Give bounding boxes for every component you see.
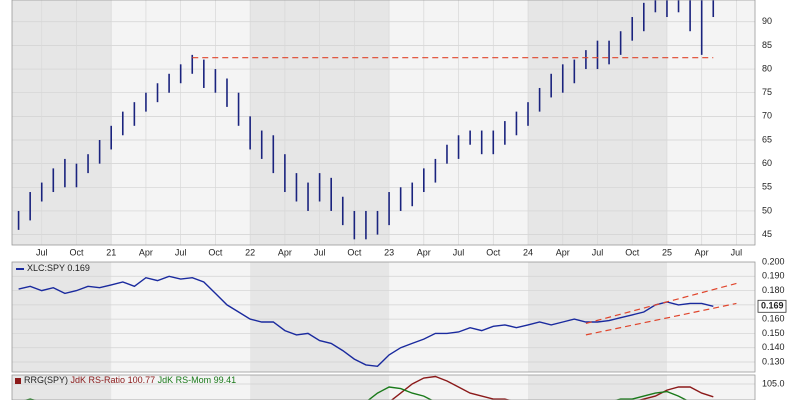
year-band <box>528 375 667 400</box>
legend-value: 99.41 <box>214 375 237 385</box>
y-tick-label: 105.0 <box>762 378 785 388</box>
panel-border <box>11 261 756 373</box>
year-band <box>12 0 112 245</box>
y-tick-label: 0.150 <box>762 328 785 338</box>
y-tick-label: 0.140 <box>762 342 785 352</box>
y-tick-label: 60 <box>762 158 772 168</box>
y-tick-label: 0.180 <box>762 285 785 295</box>
y-tick-label: 90 <box>762 16 772 26</box>
x-tick-label: Jul <box>731 247 743 257</box>
y-tick-label: 0.200 <box>762 256 785 266</box>
y-tick-label: 0.190 <box>762 271 785 281</box>
x-tick-label: Jul <box>36 247 48 257</box>
x-tick-label: 22 <box>245 247 255 257</box>
x-tick-label: Apr <box>278 247 292 257</box>
plot <box>12 262 755 368</box>
y-tick-label: 0.130 <box>762 356 785 366</box>
series-line <box>18 275 714 368</box>
panel-border <box>11 374 756 400</box>
x-tick-label: 21 <box>106 247 116 257</box>
year-band <box>12 262 112 372</box>
trend-line <box>585 302 737 336</box>
y-tick-label: 55 <box>762 182 772 192</box>
legend-label: XLC:SPY 0.169 <box>27 263 90 273</box>
plot <box>12 0 755 245</box>
rrg-title: RRG(SPY) <box>24 375 68 385</box>
last-value-label: 0.169 <box>761 301 784 311</box>
y-tick-label: 65 <box>762 134 772 144</box>
legend-value: 100.77 <box>128 375 156 385</box>
x-tick-label: Jul <box>314 247 326 257</box>
year-band <box>250 262 390 372</box>
trend-line <box>585 282 737 325</box>
x-tick-label: 23 <box>384 247 394 257</box>
x-tick-label: Jul <box>592 247 604 257</box>
x-tick-label: Oct <box>625 247 640 257</box>
plot <box>12 375 755 400</box>
panels: 45 50 55 60 65 70 75 80 85 90 Jul Oct 21 Apr Jul Oct 22 A… <box>11 0 787 400</box>
year-band <box>12 375 112 400</box>
x-tick-label: Jul <box>453 247 465 257</box>
x-tick-label: Apr <box>556 247 570 257</box>
x-tick-label: Oct <box>486 247 501 257</box>
legend-name: JdK RS-Ratio <box>71 375 126 385</box>
year-band <box>528 262 667 372</box>
x-tick-label: Apr <box>139 247 153 257</box>
x-tick-label: Oct <box>69 247 84 257</box>
y-tick-label: 80 <box>762 63 772 73</box>
legend-label: RRG(SPY) JdK RS-Ratio 100.77 JdK RS-Mom … <box>24 375 236 385</box>
x-tick-label: Apr <box>695 247 709 257</box>
year-band <box>250 375 390 400</box>
y-tick-label: 45 <box>762 229 772 239</box>
y-tick-label: 50 <box>762 205 772 215</box>
x-tick-label: Oct <box>208 247 223 257</box>
y-tick-label: 85 <box>762 40 772 50</box>
legend-name: XLC:SPY <box>27 263 65 273</box>
last-value-box <box>757 299 787 313</box>
y-tick-label: 70 <box>762 111 772 121</box>
legend-swatch <box>15 378 21 384</box>
x-tick-label: Oct <box>347 247 362 257</box>
x-tick-label: 25 <box>662 247 672 257</box>
x-tick-label: Jul <box>175 247 187 257</box>
x-tick-label: Apr <box>417 247 431 257</box>
panel-border <box>11 0 756 246</box>
y-tick-label: 0.160 <box>762 314 785 324</box>
x-tick-label: 24 <box>523 247 533 257</box>
legend-value: 0.169 <box>67 263 90 273</box>
y-tick-label: 75 <box>762 87 772 97</box>
legend-name: JdK RS-Mom <box>158 375 212 385</box>
